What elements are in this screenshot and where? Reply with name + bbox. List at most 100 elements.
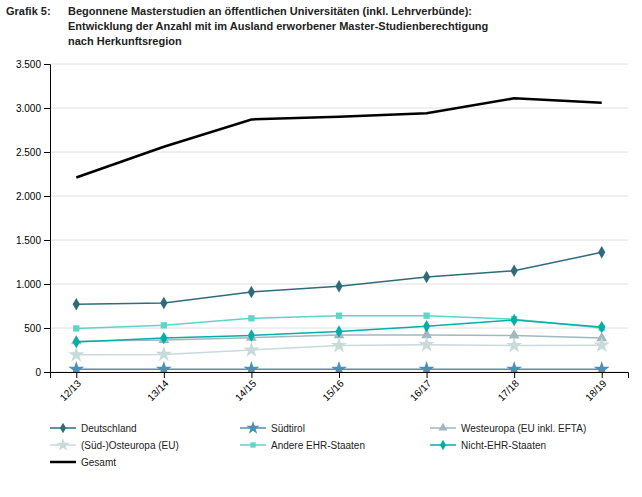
series-marker (336, 313, 342, 319)
grid-line (50, 152, 628, 153)
series (73, 314, 606, 348)
x-tick-label: 18/19 (583, 377, 609, 403)
legend-entry: Andere EHR-Staaten (240, 440, 365, 451)
series-marker (160, 332, 167, 344)
series-marker (243, 342, 259, 357)
grid-line (50, 240, 628, 241)
y-tick: 1.000 (16, 279, 50, 290)
y-tick-label: 1.500 (16, 235, 41, 246)
legend: Deutschland Südtirol Westeuropa (EU inkl. … (50, 421, 586, 468)
title-line: nach Herkunftsregion (68, 35, 182, 47)
y-tick-mark (44, 64, 50, 65)
x-tick: 14/15 (233, 372, 259, 403)
series-marker (594, 337, 610, 352)
y-tick-mark (44, 152, 50, 153)
y-tick: 0 (35, 367, 50, 378)
x-tick: 12/13 (58, 372, 84, 403)
series-marker (248, 286, 255, 298)
y-tick-label: 500 (24, 323, 41, 334)
x-axis: 12/13 13/14 14/15 15/16 16/17 17/18 18/19 (51, 372, 629, 403)
y-tick-label: 3.500 (16, 59, 41, 70)
series-marker (156, 346, 172, 361)
series (68, 361, 610, 372)
series-marker (243, 361, 259, 372)
x-tick-mark (602, 372, 603, 378)
x-tick-label: 16/17 (408, 377, 434, 403)
legend-label: Südtirol (271, 423, 305, 434)
series-marker (419, 336, 435, 351)
series-marker (331, 337, 347, 352)
x-tick-mark (251, 372, 252, 378)
series-marker (423, 320, 430, 332)
legend-label: (Süd-)Osteuropa (EU) (81, 440, 179, 451)
title: Grafik 5: Begonnene Masterstudien an öffe… (6, 5, 488, 47)
legend-entry: Gesamt (50, 457, 116, 468)
title-line: Begonnene Masterstudien an öffentlichen … (68, 5, 472, 17)
y-tick-label: 2.500 (16, 147, 41, 158)
grid-line (50, 64, 628, 65)
y-tick-mark (44, 372, 50, 373)
series-marker (248, 329, 255, 341)
x-tick-label: 15/16 (320, 377, 346, 403)
series-marker (335, 325, 342, 337)
y-tick: 2.500 (16, 147, 50, 158)
x-tick: 17/18 (496, 372, 522, 403)
x-tick: 13/14 (145, 372, 171, 403)
y-tick-mark (44, 328, 50, 329)
x-tick: 16/17 (408, 372, 434, 403)
legend-marker (440, 440, 446, 450)
plot-area (68, 98, 610, 372)
series-marker (73, 298, 80, 310)
x-tick-mark (427, 372, 428, 378)
series-marker (68, 361, 84, 372)
x-tick-label: 17/18 (496, 377, 522, 403)
series (73, 246, 606, 310)
grid-line (50, 108, 628, 109)
grid (50, 64, 628, 372)
x-tick-mark (164, 372, 165, 378)
y-tick: 500 (24, 323, 50, 334)
x-axis-line (51, 373, 629, 379)
legend-label: Deutschland (81, 423, 137, 434)
y-tick-label: 0 (35, 367, 41, 378)
series-marker (419, 361, 435, 372)
y-tick-label: 3.000 (16, 103, 41, 114)
chart-container: Grafik 5: Begonnene Masterstudien an öffe… (0, 0, 642, 497)
title-line: Entwicklung der Anzahl mit im Ausland er… (68, 20, 488, 32)
x-tick-mark (76, 372, 77, 378)
y-tick: 3.000 (16, 103, 50, 114)
x-tick-mark (339, 372, 340, 378)
series-marker (248, 315, 254, 321)
x-tick: 15/16 (320, 372, 346, 403)
legend-entry: Nicht-EHR-Staaten (430, 440, 546, 451)
x-tick-label: 12/13 (58, 377, 84, 403)
series (76, 98, 601, 177)
series-line (76, 98, 601, 177)
series-marker (335, 280, 342, 292)
legend-entry: Südtirol (240, 421, 305, 434)
y-tick-mark (44, 284, 50, 285)
legend-label: Nicht-EHR-Staaten (461, 440, 546, 451)
series-marker (73, 325, 79, 331)
series-marker (511, 265, 518, 277)
series-marker (598, 246, 605, 258)
series-line (76, 252, 601, 304)
y-tick: 3.500 (16, 59, 50, 70)
series-marker (423, 313, 429, 319)
title-prefix: Grafik 5: (6, 5, 51, 17)
legend-label: Westeuropa (EU inkl. EFTA) (461, 423, 586, 434)
legend-marker (56, 438, 69, 451)
grid-line (50, 196, 628, 197)
legend-marker (439, 423, 448, 431)
y-axis: 05001.0001.5002.0002.5003.0003.500 (16, 59, 51, 378)
series-marker (156, 361, 172, 372)
legend-marker (250, 442, 255, 447)
y-tick-mark (44, 108, 50, 109)
series-marker (506, 337, 522, 352)
series-marker (331, 361, 347, 372)
x-tick-label: 13/14 (145, 377, 171, 403)
series-marker (506, 361, 522, 372)
legend-label: Gesamt (81, 457, 116, 468)
series-marker (598, 321, 605, 333)
chart-svg: Grafik 5: Begonnene Masterstudien an öffe… (0, 0, 642, 497)
